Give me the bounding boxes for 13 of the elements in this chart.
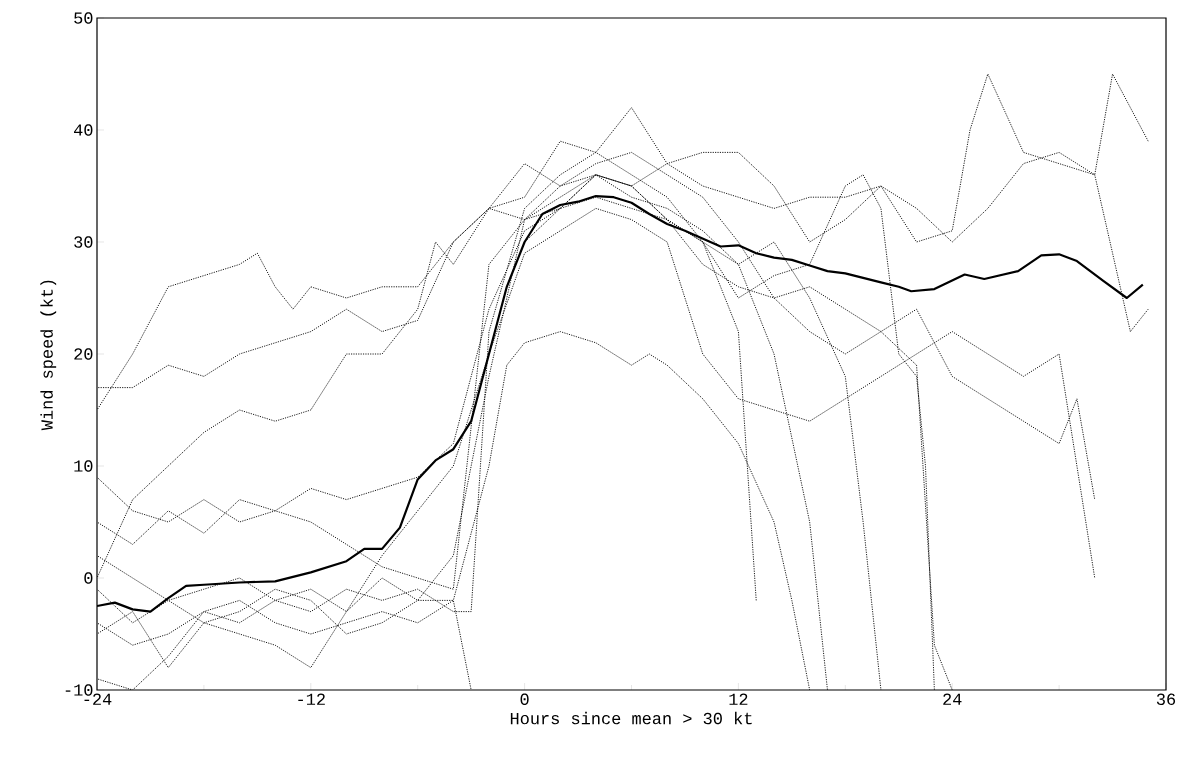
x-tick-label: 12 xyxy=(729,693,748,705)
y-tick-label: 50 xyxy=(74,12,93,24)
y-tick-label: 40 xyxy=(74,124,93,136)
y-tick-label: 10 xyxy=(74,460,93,472)
y-tick-label: 30 xyxy=(74,236,93,248)
x-tick-label: 24 xyxy=(943,693,962,705)
x-tick-label: -12 xyxy=(298,693,325,705)
x-tick-label: 36 xyxy=(1156,693,1176,706)
y-axis-title: Wind speed (kt) xyxy=(40,280,57,431)
x-tick-label: 0 xyxy=(520,693,529,706)
x-axis-title: Hours since mean > 30 kt xyxy=(510,711,752,725)
y-tick-label: 0 xyxy=(84,572,93,584)
y-tick-label: 20 xyxy=(74,348,93,360)
